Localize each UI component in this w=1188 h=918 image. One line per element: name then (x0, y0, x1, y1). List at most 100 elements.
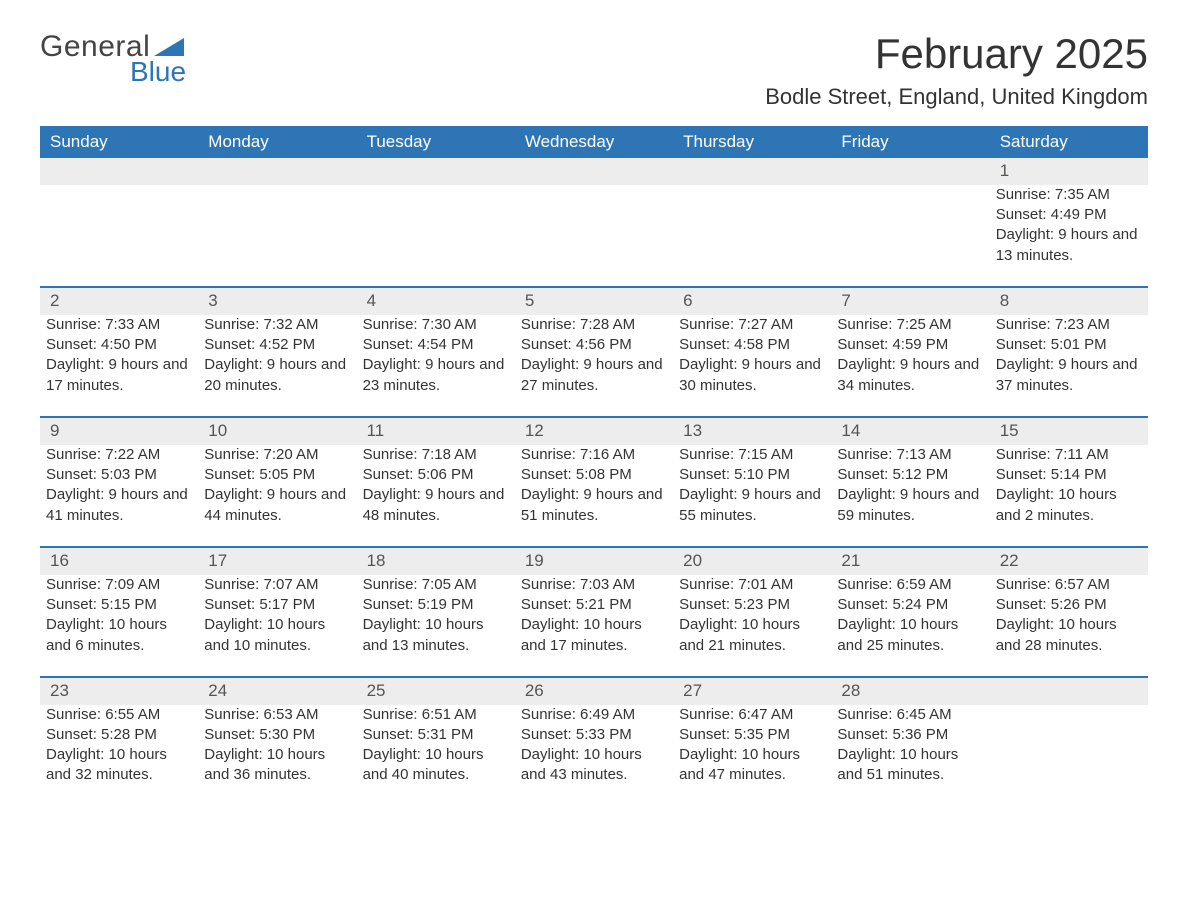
day-number: 9 (40, 418, 198, 445)
day-cell: Sunrise: 6:59 AMSunset: 5:24 PMDaylight:… (831, 575, 989, 676)
daylight-line: Daylight: 10 hours and 17 minutes. (521, 615, 667, 656)
day-cell: Sunrise: 7:20 AMSunset: 5:05 PMDaylight:… (198, 445, 356, 546)
day-number-row: 232425262728 (40, 678, 1148, 705)
sunset-line: Sunset: 5:28 PM (46, 725, 192, 745)
day-cell: Sunrise: 7:22 AMSunset: 5:03 PMDaylight:… (40, 445, 198, 546)
day-number: 17 (198, 548, 356, 575)
sunrise-line: Sunrise: 7:05 AM (363, 575, 509, 595)
sunset-line: Sunset: 5:31 PM (363, 725, 509, 745)
sunset-line: Sunset: 4:49 PM (996, 205, 1142, 225)
day-cell: Sunrise: 7:01 AMSunset: 5:23 PMDaylight:… (673, 575, 831, 676)
daylight-line: Daylight: 10 hours and 6 minutes. (46, 615, 192, 656)
day-number-row: 1 (40, 158, 1148, 185)
day-cell: Sunrise: 6:55 AMSunset: 5:28 PMDaylight:… (40, 705, 198, 806)
day-content-row: Sunrise: 7:35 AMSunset: 4:49 PMDaylight:… (40, 185, 1148, 286)
day-number: 20 (673, 548, 831, 575)
day-number: 5 (515, 288, 673, 315)
day-cell (357, 185, 515, 286)
daylight-line: Daylight: 10 hours and 32 minutes. (46, 745, 192, 786)
sunrise-line: Sunrise: 6:49 AM (521, 705, 667, 725)
day-cell: Sunrise: 7:33 AMSunset: 4:50 PMDaylight:… (40, 315, 198, 416)
day-number: 21 (831, 548, 989, 575)
sunset-line: Sunset: 4:59 PM (837, 335, 983, 355)
day-number: 18 (357, 548, 515, 575)
day-number: 6 (673, 288, 831, 315)
sunset-line: Sunset: 5:15 PM (46, 595, 192, 615)
daylight-line: Daylight: 10 hours and 36 minutes. (204, 745, 350, 786)
sunset-line: Sunset: 5:21 PM (521, 595, 667, 615)
day-cell (515, 185, 673, 286)
sunrise-line: Sunrise: 7:25 AM (837, 315, 983, 335)
day-cell: Sunrise: 7:32 AMSunset: 4:52 PMDaylight:… (198, 315, 356, 416)
daylight-line: Daylight: 9 hours and 41 minutes. (46, 485, 192, 526)
day-number (673, 158, 831, 185)
day-number: 23 (40, 678, 198, 705)
sunset-line: Sunset: 5:36 PM (837, 725, 983, 745)
sunset-line: Sunset: 4:56 PM (521, 335, 667, 355)
day-number: 19 (515, 548, 673, 575)
sunrise-line: Sunrise: 7:32 AM (204, 315, 350, 335)
day-cell: Sunrise: 7:18 AMSunset: 5:06 PMDaylight:… (357, 445, 515, 546)
day-number: 2 (40, 288, 198, 315)
logo: General Blue (40, 30, 186, 88)
logo-word2: Blue (130, 56, 186, 88)
page-header: General Blue February 2025 Bodle Street,… (40, 20, 1148, 122)
daylight-line: Daylight: 9 hours and 17 minutes. (46, 355, 192, 396)
daylight-line: Daylight: 10 hours and 10 minutes. (204, 615, 350, 656)
sunrise-line: Sunrise: 7:35 AM (996, 185, 1142, 205)
daylight-line: Daylight: 9 hours and 48 minutes. (363, 485, 509, 526)
day-cell: Sunrise: 7:25 AMSunset: 4:59 PMDaylight:… (831, 315, 989, 416)
daylight-line: Daylight: 10 hours and 47 minutes. (679, 745, 825, 786)
day-cell: Sunrise: 7:15 AMSunset: 5:10 PMDaylight:… (673, 445, 831, 546)
logo-sail-icon (154, 30, 184, 52)
daylight-line: Daylight: 9 hours and 59 minutes. (837, 485, 983, 526)
sunrise-line: Sunrise: 7:03 AM (521, 575, 667, 595)
daylight-line: Daylight: 9 hours and 27 minutes. (521, 355, 667, 396)
day-content-row: Sunrise: 7:22 AMSunset: 5:03 PMDaylight:… (40, 445, 1148, 546)
sunset-line: Sunset: 5:10 PM (679, 465, 825, 485)
sunrise-line: Sunrise: 7:28 AM (521, 315, 667, 335)
day-cell: Sunrise: 6:53 AMSunset: 5:30 PMDaylight:… (198, 705, 356, 806)
day-number: 26 (515, 678, 673, 705)
day-number: 25 (357, 678, 515, 705)
sunset-line: Sunset: 4:54 PM (363, 335, 509, 355)
day-cell: Sunrise: 7:07 AMSunset: 5:17 PMDaylight:… (198, 575, 356, 676)
day-number (515, 158, 673, 185)
sunset-line: Sunset: 5:26 PM (996, 595, 1142, 615)
day-number: 27 (673, 678, 831, 705)
day-cell: Sunrise: 6:49 AMSunset: 5:33 PMDaylight:… (515, 705, 673, 806)
month-title: February 2025 (765, 30, 1148, 78)
daylight-line: Daylight: 10 hours and 40 minutes. (363, 745, 509, 786)
sunrise-line: Sunrise: 7:20 AM (204, 445, 350, 465)
sunrise-line: Sunrise: 7:22 AM (46, 445, 192, 465)
day-number (198, 158, 356, 185)
daylight-line: Daylight: 9 hours and 13 minutes. (996, 225, 1142, 266)
daylight-line: Daylight: 10 hours and 13 minutes. (363, 615, 509, 656)
daylight-line: Daylight: 10 hours and 51 minutes. (837, 745, 983, 786)
day-number-row: 16171819202122 (40, 548, 1148, 575)
day-number: 16 (40, 548, 198, 575)
sunset-line: Sunset: 5:24 PM (837, 595, 983, 615)
weekday-header: Friday (831, 126, 989, 158)
daylight-line: Daylight: 9 hours and 30 minutes. (679, 355, 825, 396)
sunrise-line: Sunrise: 7:13 AM (837, 445, 983, 465)
sunset-line: Sunset: 5:30 PM (204, 725, 350, 745)
day-number (990, 678, 1148, 705)
sunset-line: Sunset: 5:23 PM (679, 595, 825, 615)
day-cell: Sunrise: 7:03 AMSunset: 5:21 PMDaylight:… (515, 575, 673, 676)
day-cell: Sunrise: 6:57 AMSunset: 5:26 PMDaylight:… (990, 575, 1148, 676)
daylight-line: Daylight: 10 hours and 25 minutes. (837, 615, 983, 656)
day-cell: Sunrise: 7:09 AMSunset: 5:15 PMDaylight:… (40, 575, 198, 676)
weekday-header: Tuesday (357, 126, 515, 158)
day-number: 10 (198, 418, 356, 445)
daylight-line: Daylight: 10 hours and 2 minutes. (996, 485, 1142, 526)
weekday-header-row: SundayMondayTuesdayWednesdayThursdayFrid… (40, 126, 1148, 158)
day-cell (831, 185, 989, 286)
day-cell: Sunrise: 7:35 AMSunset: 4:49 PMDaylight:… (990, 185, 1148, 286)
daylight-line: Daylight: 10 hours and 43 minutes. (521, 745, 667, 786)
day-cell (990, 705, 1148, 806)
day-number: 7 (831, 288, 989, 315)
sunset-line: Sunset: 5:03 PM (46, 465, 192, 485)
daylight-line: Daylight: 9 hours and 20 minutes. (204, 355, 350, 396)
day-cell: Sunrise: 6:47 AMSunset: 5:35 PMDaylight:… (673, 705, 831, 806)
